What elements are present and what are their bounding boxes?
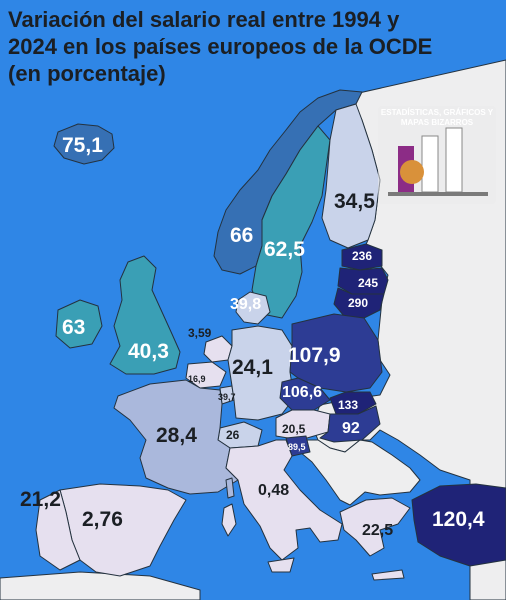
non-oecd-land-north-africa bbox=[0, 571, 201, 600]
label-austria: 20,5 bbox=[282, 422, 306, 436]
country-portugal bbox=[35, 489, 81, 571]
label-italy: 0,48 bbox=[258, 482, 290, 499]
country-estonia bbox=[341, 243, 383, 271]
label-iceland: 75,1 bbox=[62, 134, 103, 157]
label-denmark: 39,8 bbox=[230, 296, 262, 313]
country-ireland bbox=[55, 299, 103, 349]
label-latvia: 245 bbox=[358, 276, 379, 290]
island-sardinia bbox=[221, 503, 237, 537]
label-belgium: 16,9 bbox=[188, 374, 206, 384]
label-finland: 34,5 bbox=[334, 190, 375, 213]
label-luxembourg: 39,7 bbox=[218, 392, 236, 402]
label-turkey: 120,4 bbox=[432, 508, 485, 531]
label-uk: 40,3 bbox=[128, 340, 169, 363]
country-germany bbox=[227, 325, 295, 421]
watermark-text: ESTADÍSTICAS, GRÁFICOS Y MAPAS BIZARROS bbox=[380, 108, 494, 127]
label-sweden: 62,5 bbox=[264, 238, 305, 261]
country-denmark bbox=[235, 291, 271, 325]
country-spain bbox=[59, 483, 187, 577]
country-turkey bbox=[411, 483, 506, 567]
label-slovenia: 89,5 bbox=[288, 442, 306, 452]
island-crete bbox=[371, 569, 405, 581]
label-spain: 2,76 bbox=[82, 508, 123, 531]
label-switzerland: 26 bbox=[226, 428, 240, 442]
label-norway: 66 bbox=[230, 224, 254, 247]
label-netherlands: 3,59 bbox=[188, 326, 212, 340]
label-slovakia: 133 bbox=[338, 398, 359, 412]
bar-chart-icon bbox=[388, 127, 488, 196]
country-poland bbox=[289, 313, 383, 393]
label-portugal: 21,2 bbox=[20, 488, 61, 511]
country-czechia bbox=[279, 377, 331, 411]
country-hungary bbox=[319, 405, 381, 443]
country-italy bbox=[225, 439, 343, 561]
island-sicily bbox=[267, 557, 295, 573]
label-germany: 24,1 bbox=[232, 356, 273, 379]
country-iceland bbox=[53, 123, 115, 165]
label-czechia: 106,6 bbox=[282, 384, 323, 401]
label-poland: 107,9 bbox=[288, 344, 341, 367]
label-ireland: 63 bbox=[62, 316, 86, 339]
country-latvia bbox=[337, 267, 389, 295]
label-france: 28,4 bbox=[156, 424, 197, 447]
country-greece bbox=[339, 497, 411, 557]
country-finland bbox=[321, 103, 381, 249]
label-lithuania: 290 bbox=[348, 296, 369, 310]
label-greece: 22,5 bbox=[362, 522, 394, 539]
label-hungary: 92 bbox=[342, 420, 360, 437]
country-sweden bbox=[251, 125, 331, 319]
watermark-logo: ESTADÍSTICAS, GRÁFICOS Y MAPAS BIZARROS bbox=[378, 106, 496, 204]
country-uk bbox=[109, 255, 181, 375]
island-corsica bbox=[225, 477, 235, 499]
map-title: Variación del salario real entre 1994 y … bbox=[8, 7, 433, 86]
country-lithuania bbox=[333, 287, 385, 319]
non-oecd-land-balkans bbox=[299, 439, 421, 506]
label-estonia: 236 bbox=[352, 249, 373, 263]
country-belgium bbox=[185, 361, 227, 389]
